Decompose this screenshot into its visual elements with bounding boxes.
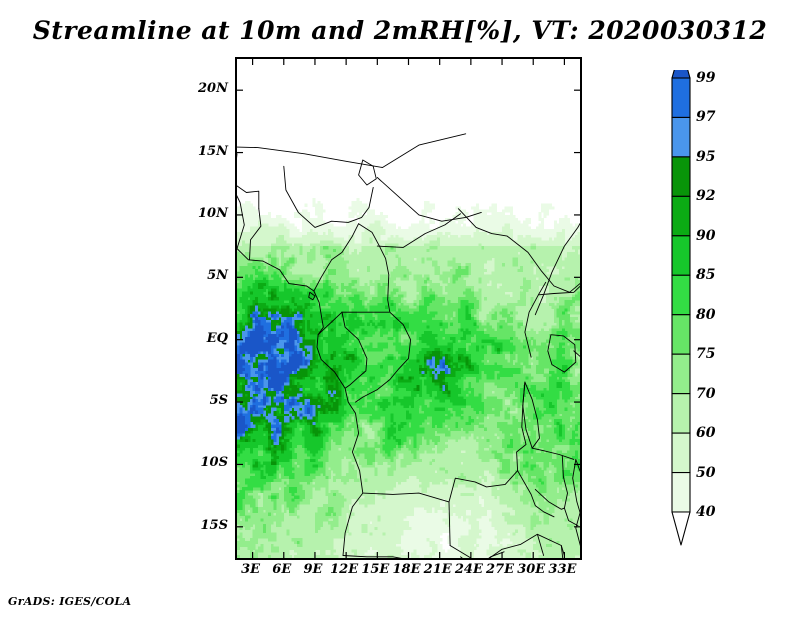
y-tick-20N: 20N	[198, 81, 228, 97]
coastline	[355, 311, 412, 403]
coastline	[317, 311, 343, 336]
map-plot-area[interactable]	[235, 57, 582, 560]
y-axis-tick-labels: 20N 15N 10N 5N EQ 5S 10S 15S	[170, 57, 228, 556]
coastline	[341, 311, 368, 389]
coastline	[449, 545, 472, 558]
coastline	[575, 511, 580, 546]
rh-shading-band	[237, 305, 451, 445]
colorbar-band	[671, 274, 691, 316]
rh-shading-band	[237, 314, 446, 434]
x-axis-tick-labels: 3E 6E 9E 12E 15E 18E 21E 24E 27E 30E 33E	[235, 563, 578, 583]
x-tick-15E: 15E	[361, 562, 390, 577]
coastline	[448, 381, 527, 546]
coastline	[376, 177, 482, 222]
x-tick-27E: 27E	[486, 562, 515, 577]
colorbar-band	[671, 195, 691, 237]
coastline	[524, 281, 547, 358]
x-tick-12E: 12E	[330, 562, 359, 577]
colorbar-bands	[671, 70, 691, 546]
x-tick-21E: 21E	[423, 562, 452, 577]
coastline	[237, 195, 364, 556]
colorbar-tick-40: 40	[696, 504, 716, 520]
coastline	[560, 545, 564, 558]
x-tick-30E: 30E	[517, 562, 546, 577]
colorbar-band	[671, 77, 691, 119]
coastline	[534, 488, 565, 510]
coastline	[358, 223, 391, 313]
y-tick-15N: 15N	[198, 143, 228, 159]
colorbar-band	[671, 432, 691, 474]
coastline	[569, 283, 580, 293]
axis-ticks	[237, 59, 580, 558]
colorbar-tick-92: 92	[696, 188, 716, 205]
coastline	[460, 556, 463, 558]
colorbar-band-below-min	[671, 511, 691, 546]
coastline	[313, 223, 360, 292]
rh-shading-band	[237, 246, 580, 558]
y-tick-10S: 10S	[200, 455, 228, 471]
coastline	[283, 165, 374, 228]
x-tick-33E: 33E	[548, 562, 577, 577]
colorbar-tick-99: 99	[696, 70, 716, 86]
colorbar-tick-95: 95	[696, 148, 716, 165]
rh-shading-band	[237, 234, 580, 558]
coastline	[488, 551, 505, 558]
coastline	[522, 381, 540, 449]
colorbar-band-above-max	[671, 70, 691, 79]
rh-shading-band	[237, 246, 580, 545]
colorbar-band	[671, 471, 691, 513]
y-tick-5S: 5S	[209, 393, 228, 409]
rh-shading-band	[237, 291, 472, 465]
x-tick-6E: 6E	[272, 562, 292, 577]
colorbar-band	[671, 156, 691, 197]
colorbar-tick-97: 97	[696, 109, 716, 126]
x-tick-18E: 18E	[392, 562, 421, 577]
colorbar-band	[671, 314, 691, 355]
y-tick-5N: 5N	[207, 268, 228, 284]
x-tick-9E: 9E	[303, 562, 323, 577]
coastline	[561, 455, 579, 527]
colorbar-tick-80: 80	[696, 306, 716, 323]
coastline	[308, 291, 316, 301]
rh-shading-band	[237, 220, 580, 558]
colorbar-tick-75: 75	[696, 346, 716, 363]
coastline	[457, 208, 571, 293]
map-canvas	[237, 59, 580, 558]
coastline	[573, 350, 580, 357]
colorbar-band	[671, 116, 691, 158]
colorbar[interactable]: 99 97 95 92 90 85 80 75 70 60 50 40	[660, 70, 780, 560]
colorbar-tick-60: 60	[696, 425, 716, 442]
colorbar-band	[671, 235, 691, 276]
coastline	[547, 334, 577, 373]
rh-shading-band	[237, 197, 580, 558]
coastline	[376, 213, 461, 248]
x-tick-24E: 24E	[454, 562, 483, 577]
colorbar-tick-90: 90	[696, 227, 716, 244]
coastline	[342, 555, 402, 558]
colorbar-band	[671, 353, 691, 395]
coastline	[536, 533, 545, 556]
coastline	[237, 153, 260, 210]
colorbar-band	[671, 393, 691, 434]
coastline	[237, 133, 467, 168]
rh-shading-band	[237, 282, 500, 468]
colorbar-tick-70: 70	[696, 385, 716, 402]
coastline	[537, 285, 580, 296]
y-tick-10N: 10N	[198, 205, 228, 221]
y-tick-EQ: EQ	[206, 330, 228, 346]
rh-shading-band	[237, 277, 568, 479]
coastline	[531, 447, 575, 460]
coastline	[572, 458, 580, 514]
footer-credit: GrADS: IGES/COLA	[8, 595, 132, 608]
y-tick-15S: 15S	[200, 517, 228, 533]
coastline	[534, 222, 580, 316]
x-tick-3E: 3E	[241, 562, 261, 577]
coastline	[249, 208, 262, 261]
colorbar-tick-85: 85	[696, 267, 716, 284]
page-title: Streamline at 10m and 2mRH[%], VT: 20200…	[32, 16, 768, 45]
colorbar-tick-50: 50	[696, 464, 716, 481]
coastline	[517, 470, 555, 518]
coastline	[362, 492, 450, 503]
